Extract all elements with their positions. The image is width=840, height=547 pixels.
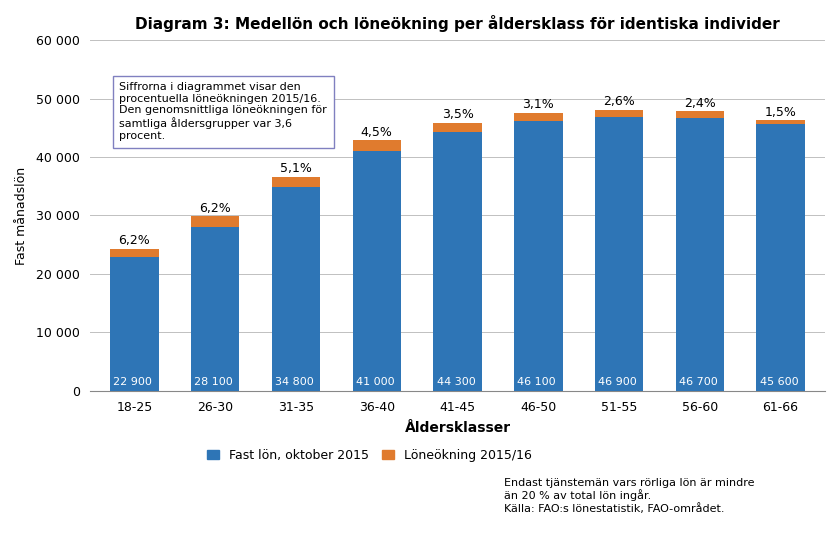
Y-axis label: Fast månadslön: Fast månadslön — [15, 166, 28, 265]
Text: 2,4%: 2,4% — [684, 97, 716, 109]
Bar — [675, 118, 724, 391]
Bar — [514, 121, 563, 391]
Bar — [110, 249, 159, 257]
Text: 41 000: 41 000 — [356, 377, 395, 387]
Text: 4,5%: 4,5% — [361, 126, 393, 138]
Bar — [756, 124, 805, 391]
Text: Endast tjänstemän vars rörliga lön är mindre
än 20 % av total lön ingår.
Källa: : Endast tjänstemän vars rörliga lön är mi… — [504, 478, 754, 514]
Text: 5,1%: 5,1% — [280, 162, 312, 175]
Bar — [595, 117, 643, 391]
Text: 1,5%: 1,5% — [764, 106, 796, 119]
Bar — [191, 217, 239, 226]
Text: Siffrorna i diagrammet visar den
procentuella löneökningen 2015/16.
Den genomsni: Siffrorna i diagrammet visar den procent… — [119, 82, 328, 141]
Title: Diagram 3: Medellön och löneökning per åldersklass för identiska individer: Diagram 3: Medellön och löneökning per å… — [135, 15, 780, 32]
Bar — [756, 120, 805, 124]
Text: 46 700: 46 700 — [679, 377, 717, 387]
Bar — [353, 141, 401, 151]
Text: 44 300: 44 300 — [437, 377, 475, 387]
Text: 46 900: 46 900 — [598, 377, 637, 387]
Bar — [514, 113, 563, 121]
Text: 34 800: 34 800 — [275, 377, 314, 387]
Text: 3,5%: 3,5% — [442, 108, 474, 121]
Legend: Fast lön, oktober 2015, Löneökning 2015/16: Fast lön, oktober 2015, Löneökning 2015/… — [207, 449, 532, 462]
Text: 22 900: 22 900 — [113, 377, 152, 387]
Bar — [433, 123, 482, 132]
Bar — [433, 132, 482, 391]
Text: 28 100: 28 100 — [194, 377, 233, 387]
Bar — [191, 226, 239, 391]
Text: 45 600: 45 600 — [759, 377, 798, 387]
Text: 46 100: 46 100 — [517, 377, 556, 387]
Bar — [272, 177, 320, 188]
X-axis label: Åldersklasser: Åldersklasser — [405, 421, 511, 434]
Text: 2,6%: 2,6% — [603, 95, 635, 108]
Text: 3,1%: 3,1% — [522, 98, 554, 111]
Bar — [675, 111, 724, 118]
Bar — [353, 151, 401, 391]
Text: 6,2%: 6,2% — [118, 234, 150, 247]
Bar — [272, 188, 320, 391]
Bar — [595, 109, 643, 117]
Bar — [110, 257, 159, 391]
Text: 6,2%: 6,2% — [199, 202, 231, 214]
